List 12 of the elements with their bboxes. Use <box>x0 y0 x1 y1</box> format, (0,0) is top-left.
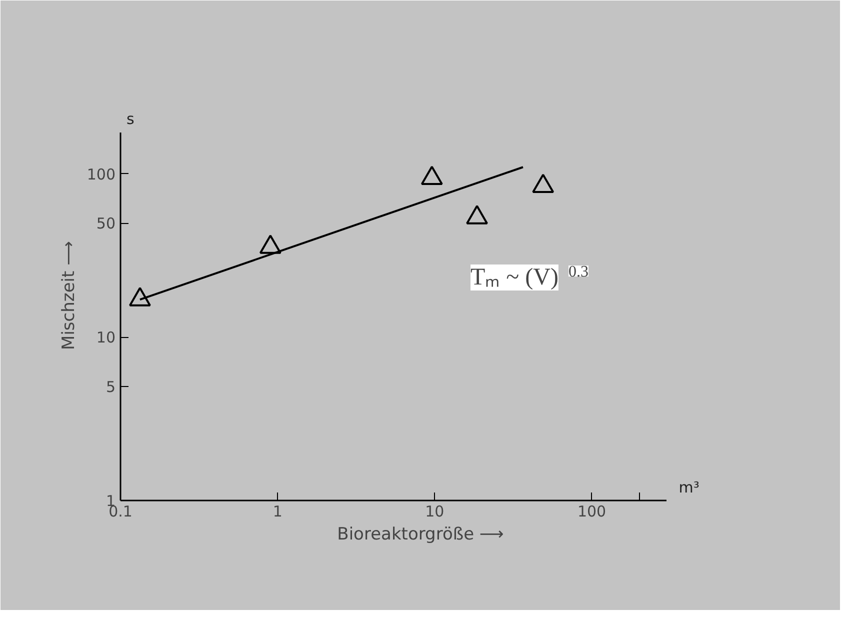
x-tick-label: 100 <box>577 502 606 520</box>
annotation: Tₘ ~ (V)0.3 <box>470 264 588 290</box>
x-tick-label: 1 <box>272 502 282 520</box>
x-axis-title: Bioreaktorgröße ⟶ <box>337 524 504 544</box>
y-tick-label: 10 <box>96 328 116 347</box>
text: m³ <box>678 478 700 496</box>
y-axis-title: Mischzeit ⟶ <box>58 241 79 350</box>
x-tick-label: 10 <box>425 502 444 520</box>
y-tick-label: 100 <box>86 165 116 184</box>
y-tick-label: 50 <box>96 214 116 233</box>
y-tick-label: 5 <box>106 378 116 396</box>
text: s <box>126 110 134 128</box>
